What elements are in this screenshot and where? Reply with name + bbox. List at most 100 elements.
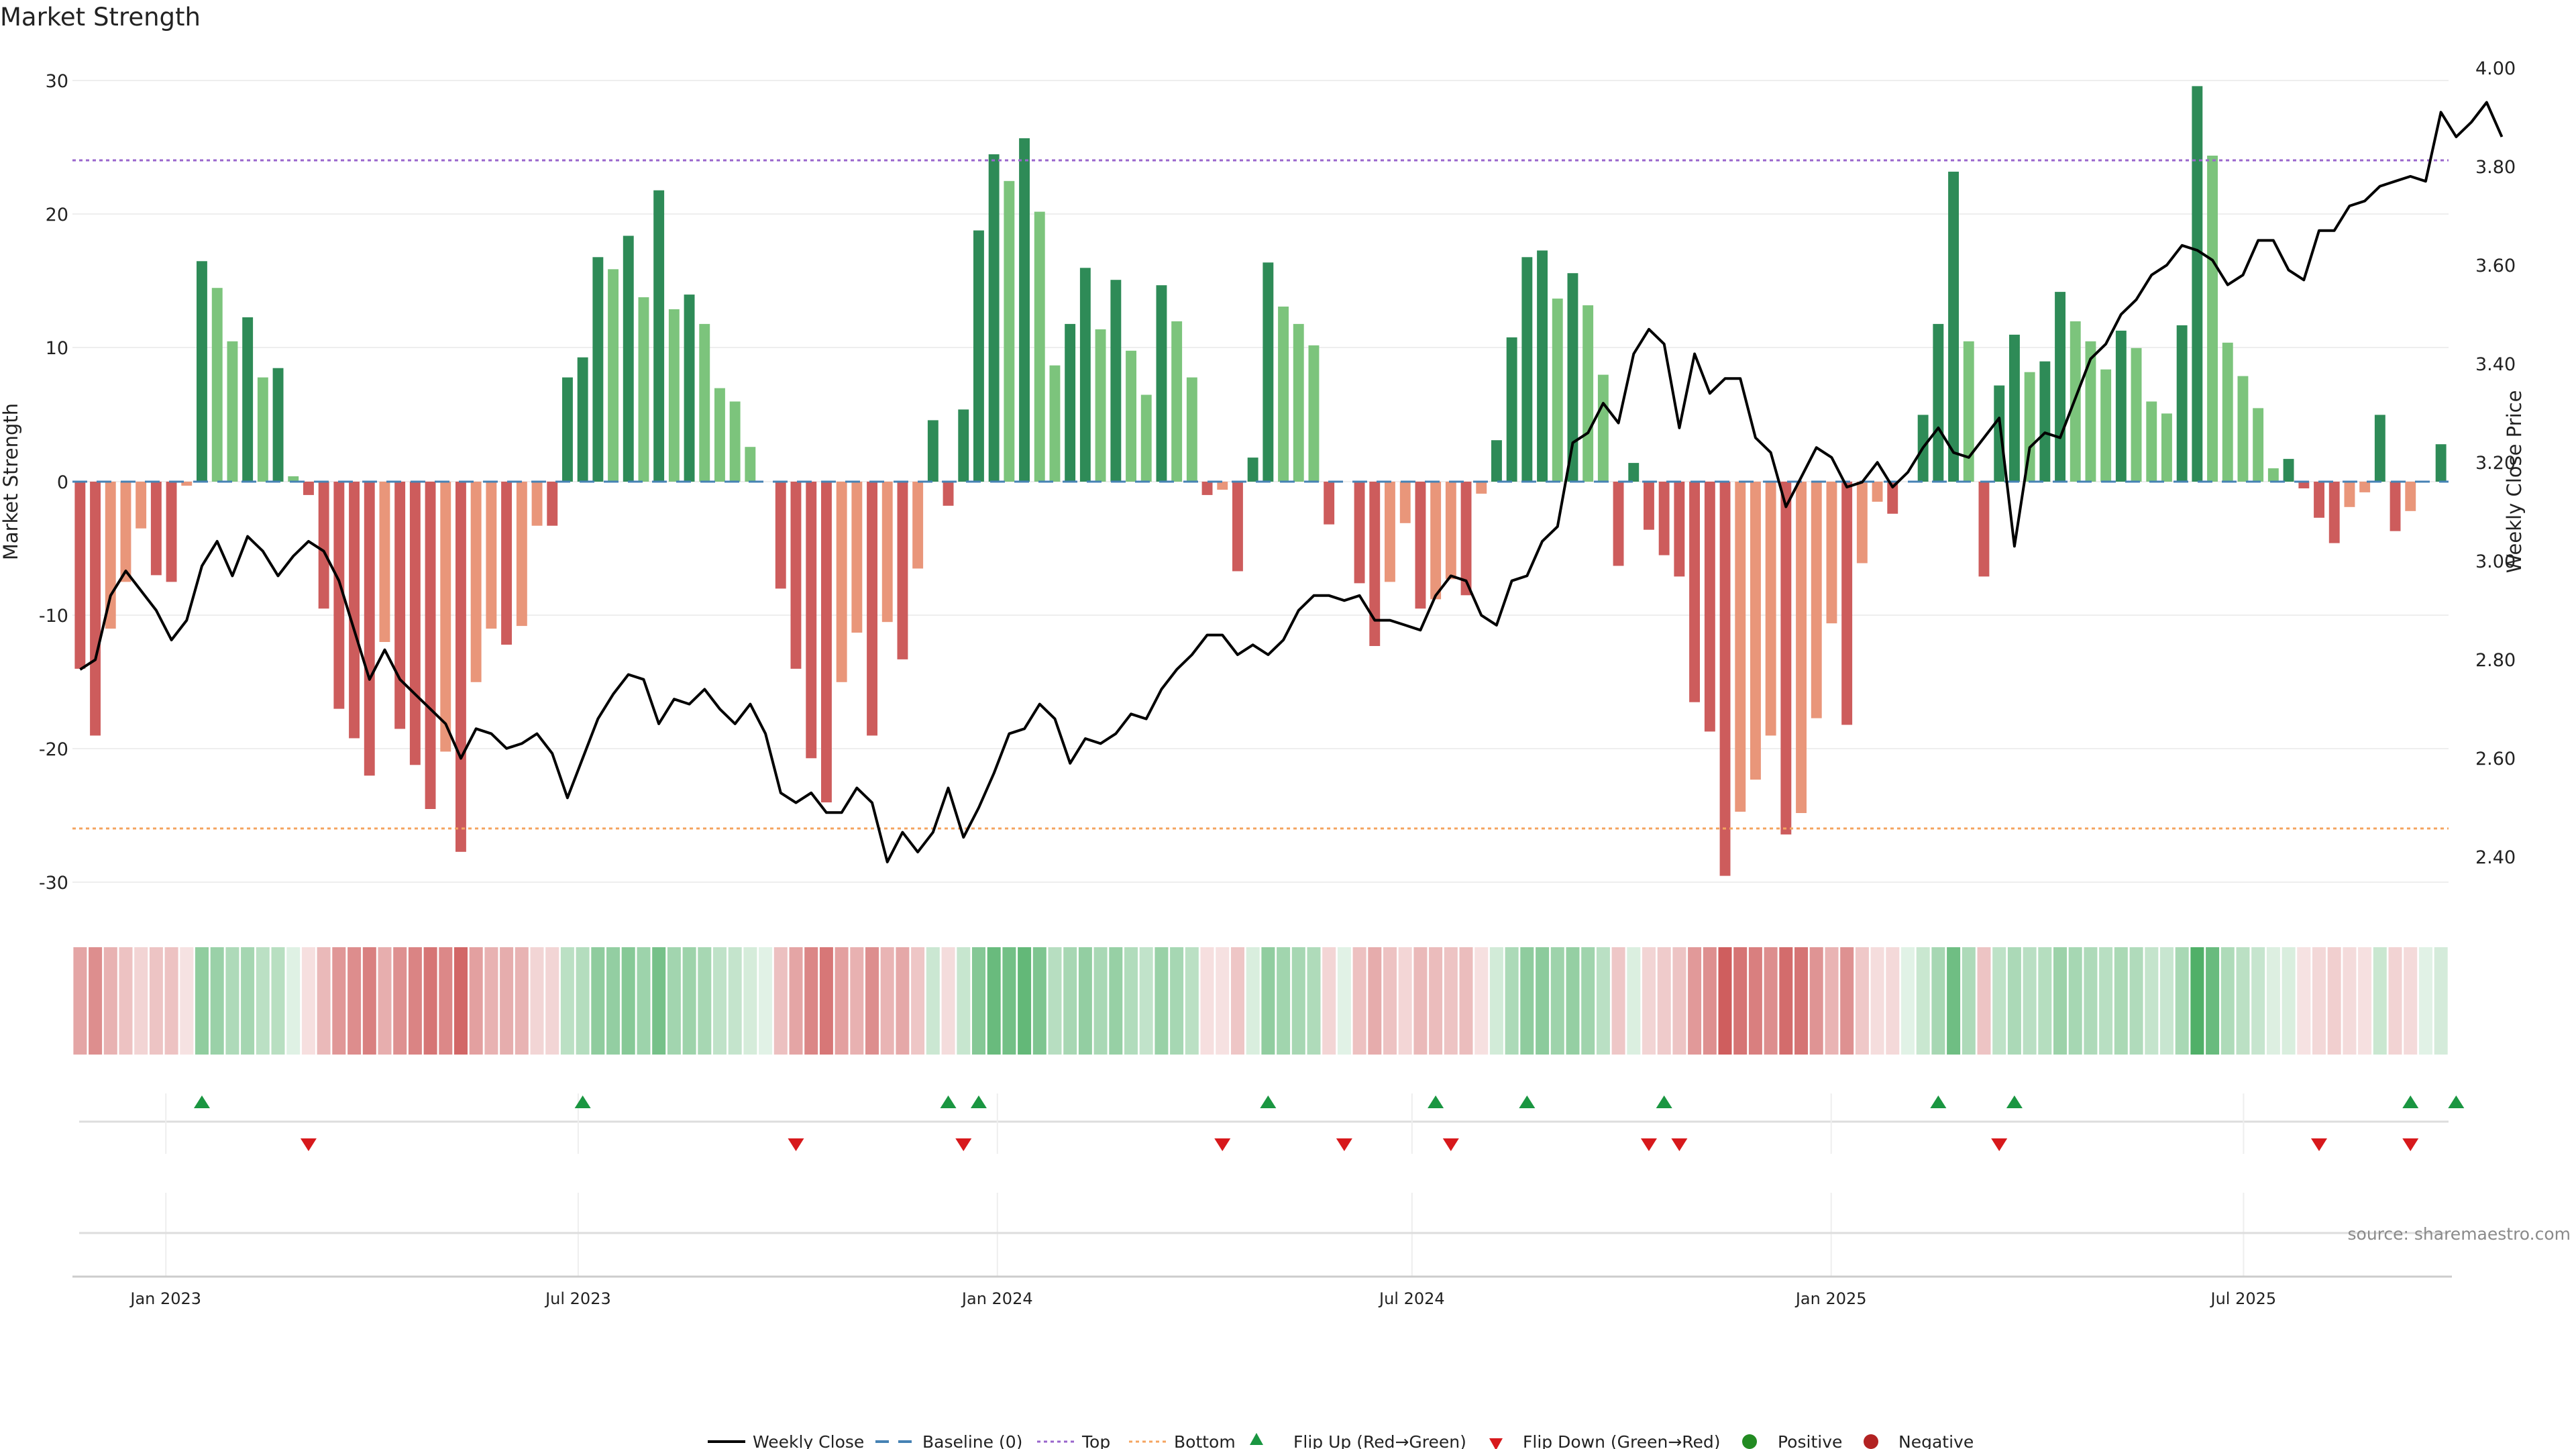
flip-up-markers [193, 1095, 2465, 1108]
strip-cell [1627, 947, 1641, 1055]
date-tick-label: Jan 2025 [1794, 1289, 1867, 1308]
strength-bar [1308, 345, 1320, 482]
strip-cell [301, 947, 315, 1055]
strength-bar [684, 294, 695, 482]
strength-bar [1247, 458, 1258, 482]
strip-cell [1368, 947, 1382, 1055]
strength-bar [547, 482, 558, 526]
strip-cell [819, 947, 833, 1055]
strength-bar [699, 323, 710, 482]
strength-bar [272, 368, 284, 482]
strip-cell [1383, 947, 1397, 1055]
strip-cell [591, 947, 605, 1055]
y2-tick-label: 3.40 [2475, 354, 2516, 375]
strength-bar [120, 482, 131, 582]
strength-bar [1049, 365, 1061, 482]
strength-bar [2298, 482, 2310, 488]
strength-bar [1140, 394, 1152, 482]
strength-bar [242, 317, 254, 482]
flip-panel [79, 1093, 2465, 1154]
strength-bar [2359, 482, 2371, 492]
flip-up-marker [970, 1095, 987, 1108]
strip-cell [1216, 947, 1230, 1055]
chart-title: Market Strength [0, 3, 201, 32]
strip-cell [545, 947, 559, 1055]
strip-cell [1611, 947, 1625, 1055]
strip-cell [1536, 947, 1550, 1055]
strength-bar [668, 309, 680, 482]
strength-bar [197, 261, 207, 482]
strip-cell [180, 947, 194, 1055]
strength-bar [973, 230, 984, 482]
strength-bar [2267, 468, 2279, 482]
strength-bar [1613, 482, 1624, 566]
strip-cell [2023, 947, 2037, 1055]
strength-bar [1019, 138, 1030, 482]
strength-bar [409, 482, 421, 765]
strip-cell [2419, 947, 2432, 1055]
strength-bar [1521, 257, 1533, 482]
strength-bar [211, 288, 223, 482]
strength-bar [2283, 459, 2294, 482]
flip-down-marker [2402, 1138, 2419, 1151]
strip-cell [1672, 947, 1686, 1055]
strength-bar [1126, 350, 1136, 482]
strip-cell [73, 947, 87, 1055]
strip-cell [2190, 947, 2204, 1055]
legend-label: Baseline (0) [922, 1432, 1022, 1449]
strip-cell [2282, 947, 2296, 1055]
strength-bar [2207, 156, 2218, 482]
strip-cell [1733, 947, 1748, 1055]
strip-cell [1840, 947, 1854, 1055]
strip-cell [423, 947, 437, 1055]
strip-cell [1261, 947, 1275, 1055]
legend-label: Positive [1778, 1432, 1842, 1449]
strip-cell [1093, 947, 1108, 1055]
strip-cell [1779, 947, 1793, 1055]
y2-tick-label: 4.00 [2475, 58, 2516, 79]
strength-bar [1582, 305, 1594, 482]
strip-cell [103, 947, 117, 1055]
strip-cell [1200, 947, 1214, 1055]
strength-bar [1171, 321, 1183, 482]
y2-tick-label: 3.60 [2475, 256, 2516, 276]
strength-bar [1735, 482, 1746, 812]
strength-bar [2192, 86, 2203, 482]
strip-cell [1078, 947, 1092, 1055]
y-axis-left: -30 -20 -10 0 10 20 30 Market Strength [0, 71, 68, 894]
strip-cell [2236, 947, 2250, 1055]
strip-cell [2434, 947, 2448, 1055]
strip-cell [2251, 947, 2265, 1055]
strength-bar [821, 482, 832, 803]
flip-up-marker [1428, 1095, 1444, 1108]
strip-cell [2160, 947, 2174, 1055]
strip-cell [698, 947, 712, 1055]
strip-cell [469, 947, 483, 1055]
strength-bar [181, 482, 193, 486]
strength-bar [806, 482, 817, 759]
strip-cell [2145, 947, 2159, 1055]
strength-bar [2222, 342, 2233, 482]
strength-bar [440, 482, 451, 752]
y2-tick-label: 3.00 [2475, 551, 2516, 572]
strip-cell [1337, 947, 1351, 1055]
strength-bar [1034, 211, 1045, 482]
strength-bar [425, 482, 436, 809]
strip-cell [1657, 947, 1671, 1055]
strip-cell [1870, 947, 1884, 1055]
strip-cell [941, 947, 955, 1055]
strip-cell [1931, 947, 1945, 1055]
strength-bar [988, 154, 1000, 482]
strip-cell [1002, 947, 1016, 1055]
strip-cell [1748, 947, 1762, 1055]
strip-cell [1307, 947, 1321, 1055]
strength-bar [333, 482, 345, 709]
strength-bar [2131, 347, 2142, 482]
strength-bars [74, 86, 2447, 876]
strip-cell [2129, 947, 2143, 1055]
strip-cell [713, 947, 727, 1055]
strength-bar [1872, 482, 1883, 502]
strength-bar [2314, 482, 2324, 518]
strip-cell [850, 947, 864, 1055]
legend-label: Top [1081, 1432, 1110, 1449]
